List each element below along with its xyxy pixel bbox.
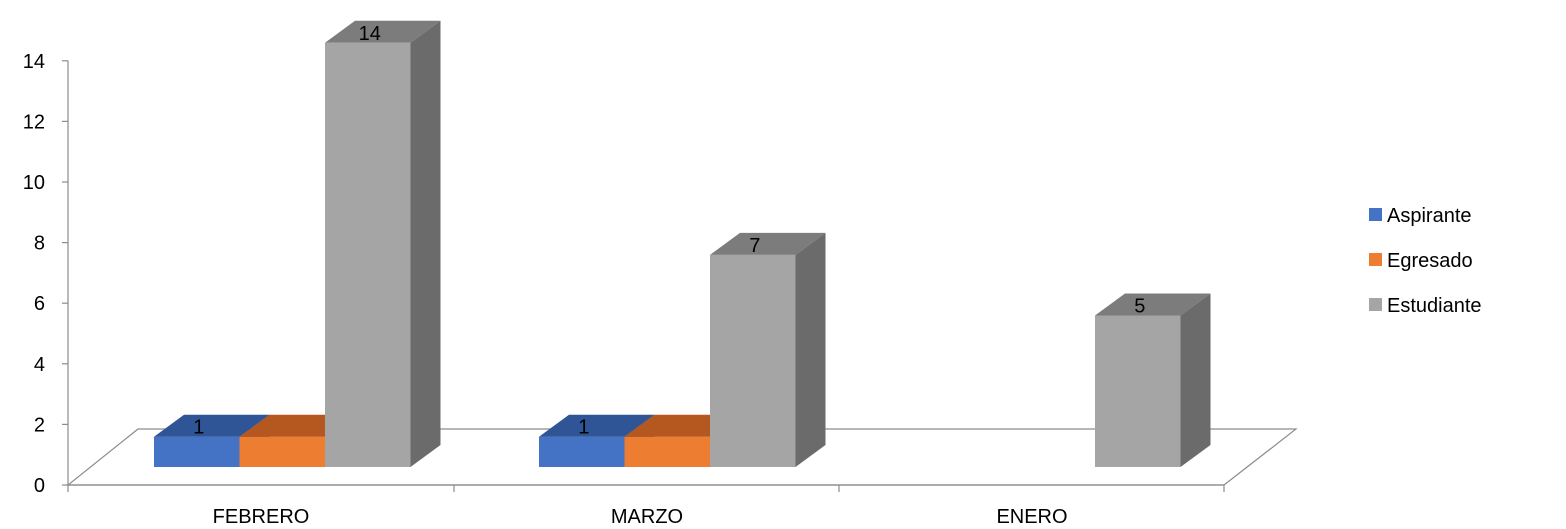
legend-item-egresado: Egresado [1369,250,1473,272]
category-axis: FEBRERO MARZO ENERO [67,484,1225,528]
legend-item-aspirante: Aspirante [1369,205,1472,227]
bar-front [539,436,625,467]
plot-area [154,20,1211,468]
bar-front [1095,315,1181,467]
category-label: FEBRERO [213,506,310,528]
bar-front [624,436,710,467]
bar-top [154,414,270,437]
bar-front [325,42,411,468]
bar-aspirante-marzo [539,414,655,467]
bar-front [154,436,240,467]
category-label: ENERO [996,506,1067,528]
bar-front [710,254,796,467]
value-axis-tick-label: 2 [34,414,45,436]
legend-item-estudiante: Estudiante [1369,295,1482,317]
data-label-estudiante: 14 [359,23,381,45]
value-axis-tick-label: 12 [23,111,45,133]
value-axis-tick-label: 14 [23,51,45,73]
bar-side [410,20,441,468]
data-label-aspirante: 1 [578,417,589,439]
legend-label: Egresado [1387,250,1473,272]
legend-swatch [1369,298,1382,311]
data-label-estudiante: 5 [1134,296,1145,318]
bar-top [539,414,655,437]
value-axis-tick-label: 0 [34,475,45,497]
data-label-estudiante: 7 [749,235,760,257]
legend-label: Estudiante [1387,295,1482,317]
value-axis-tick-label: 6 [34,293,45,315]
value-axis-tick-label: 8 [34,233,45,255]
value-axis-tick-label: 4 [34,354,45,376]
bar-side [1180,293,1211,467]
bar-top [325,20,441,43]
bar-front [239,436,325,467]
data-labels: 1 1 14 7 5 [193,23,1145,439]
bar-estudiante-enero [1095,293,1211,467]
value-axis: 0 2 4 6 8 10 12 14 [23,51,69,497]
value-axis-tick-label: 10 [23,172,45,194]
bar-top [710,232,826,255]
legend-swatch [1369,253,1382,266]
data-label-aspirante: 1 [193,417,204,439]
bar-side [795,232,826,467]
bar-estudiante-marzo [710,232,826,467]
bar-top [1095,293,1211,316]
legend-label: Aspirante [1387,205,1472,227]
category-label: MARZO [611,506,683,528]
legend-swatch [1369,208,1382,221]
legend: Aspirante Egresado Estudiante [1369,205,1482,317]
bar-estudiante-febrero [325,20,441,468]
